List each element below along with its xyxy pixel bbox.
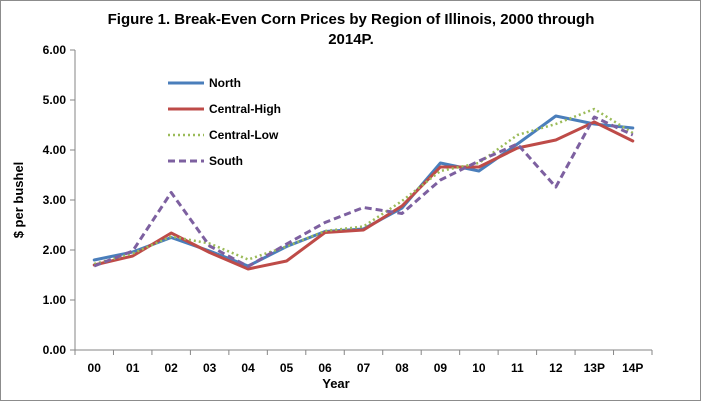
x-tick-label: 06 (318, 361, 332, 375)
x-tick-label: 10 (472, 361, 486, 375)
y-axis-ticks: 0.00 1.00 2.00 3.00 4.00 5.00 6.00 (43, 43, 75, 357)
x-tick-label: 00 (88, 361, 102, 375)
x-tick-label: 01 (126, 361, 140, 375)
y-tick-label: 0.00 (43, 343, 67, 357)
legend-label-central-low: Central-Low (209, 128, 279, 142)
series-lines (92, 107, 635, 271)
series-line-south (93, 115, 634, 268)
legend-label-south: South (209, 154, 243, 168)
y-tick-label: 3.00 (43, 193, 67, 207)
x-tick-label: 13P (584, 361, 605, 375)
y-tick-label: 6.00 (43, 43, 67, 57)
series-line-central-low (93, 107, 634, 266)
series-line-north (92, 114, 635, 268)
y-axis-label: $ per bushel (11, 162, 26, 239)
x-tick-label: 12 (549, 361, 563, 375)
x-tick-label: 14P (622, 361, 643, 375)
x-tick-label: 05 (280, 361, 294, 375)
x-tick-label: 07 (357, 361, 371, 375)
legend-label-north: North (209, 76, 241, 90)
chart-title-line-2: 2014P. (328, 31, 374, 48)
x-tick-label: 11 (511, 361, 524, 375)
x-axis-label: Year (322, 376, 349, 391)
x-axis-ticks: 00 01 02 03 04 05 06 07 08 09 10 11 12 13P 14P (74, 350, 653, 375)
x-tick-label: 02 (164, 361, 178, 375)
axes (74, 50, 652, 351)
y-tick-label: 2.00 (43, 243, 67, 257)
y-tick-label: 4.00 (43, 143, 67, 157)
y-tick-label: 5.00 (43, 93, 67, 107)
x-tick-label: 09 (434, 361, 448, 375)
x-tick-label: 03 (203, 361, 217, 375)
y-tick-label: 1.00 (43, 293, 67, 307)
x-tick-label: 04 (241, 361, 255, 375)
legend: North Central-High Central-Low South (168, 76, 281, 168)
chart-title-line-1: Figure 1. Break-Even Corn Prices by Regi… (108, 11, 595, 28)
x-tick-label: 08 (395, 361, 409, 375)
legend-label-central-high: Central-High (209, 102, 281, 116)
